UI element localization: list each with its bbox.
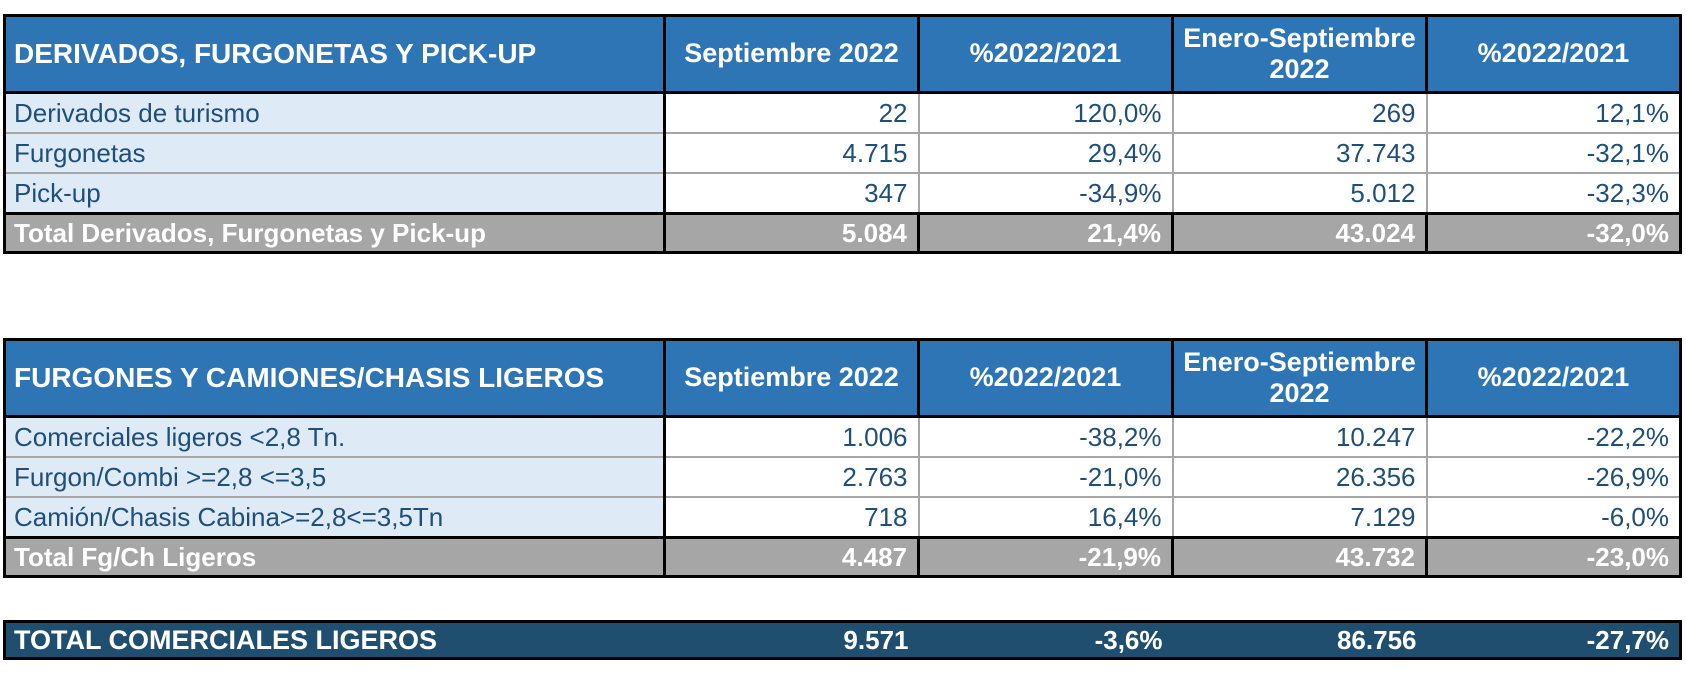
column-header-enero-septiembre: Enero-Septiembre 2022 (1171, 338, 1428, 418)
cell-value: -38,2% (917, 415, 1173, 458)
section-gap (0, 578, 1686, 620)
cell-value: 347 (663, 172, 919, 215)
table-total-row: Total Fg/Ch Ligeros 4.487 -21,9% 43.732 … (3, 536, 1682, 578)
grand-total-value: 9.571 (664, 621, 919, 659)
total-value: -23,0% (1425, 536, 1682, 578)
table-row: Pick-up 347 -34,9% 5.012 -32,3% (4, 172, 1681, 215)
grand-total-value: -3,6% (918, 621, 1173, 659)
cell-value: 22 (663, 91, 919, 134)
cell-value: 269 (1171, 91, 1427, 134)
table-header-row: FURGONES Y CAMIONES/CHASIS LIGEROS Septi… (3, 338, 1682, 418)
cell-value: -6,0% (1425, 496, 1681, 539)
row-label: Furgonetas (4, 132, 666, 174)
grand-total-row: TOTAL COMERCIALES LIGEROS 9.571 -3,6% 86… (4, 621, 1681, 659)
total-value: 5.084 (663, 212, 920, 254)
column-header-septiembre: Septiembre 2022 (663, 338, 920, 418)
table-row: Furgon/Combi >=2,8 <=3,5 2.763 -21,0% 26… (4, 456, 1681, 498)
table-title: DERIVADOS, FURGONETAS Y PICK-UP (3, 14, 666, 94)
cell-value: 12,1% (1425, 91, 1681, 134)
cell-value: 37.743 (1171, 132, 1427, 174)
total-value: -21,9% (917, 536, 1174, 578)
cell-value: -22,2% (1425, 415, 1681, 458)
table-total-row: Total Derivados, Furgonetas y Pick-up 5.… (3, 212, 1682, 254)
cell-value: -32,1% (1425, 132, 1681, 174)
furgones-table: FURGONES Y CAMIONES/CHASIS LIGEROS Septi… (3, 338, 1682, 578)
column-header-pct-month: %2022/2021 (917, 14, 1174, 94)
row-label: Derivados de turismo (4, 91, 666, 134)
cell-value: 26.356 (1171, 456, 1427, 498)
cell-value: 4.715 (663, 132, 919, 174)
grand-total-label: TOTAL COMERCIALES LIGEROS (4, 621, 665, 659)
cell-value: -32,3% (1425, 172, 1681, 215)
row-label: Pick-up (4, 172, 666, 215)
row-label: Comerciales ligeros <2,8 Tn. (4, 415, 666, 458)
grand-total-value: -27,7% (1426, 621, 1681, 659)
total-value: 43.024 (1171, 212, 1428, 254)
cell-value: -34,9% (917, 172, 1173, 215)
column-header-pct-month: %2022/2021 (917, 338, 1174, 418)
table-row: Comerciales ligeros <2,8 Tn. 1.006 -38,2… (4, 415, 1681, 458)
column-header-enero-septiembre: Enero-Septiembre 2022 (1171, 14, 1428, 94)
total-label: Total Fg/Ch Ligeros (3, 536, 666, 578)
table-row: Derivados de turismo 22 120,0% 269 12,1% (4, 91, 1681, 134)
total-value: 43.732 (1171, 536, 1428, 578)
cell-value: 1.006 (663, 415, 919, 458)
table-row: Furgonetas 4.715 29,4% 37.743 -32,1% (4, 132, 1681, 174)
cell-value: 16,4% (917, 496, 1173, 539)
total-value: 21,4% (917, 212, 1174, 254)
grand-total-bar: TOTAL COMERCIALES LIGEROS 9.571 -3,6% 86… (3, 620, 1682, 660)
cell-value: 5.012 (1171, 172, 1427, 215)
cell-value: 120,0% (917, 91, 1173, 134)
top-margin (0, 0, 1686, 14)
cell-value: 10.247 (1171, 415, 1427, 458)
total-value: -32,0% (1425, 212, 1682, 254)
table-header-row: DERIVADOS, FURGONETAS Y PICK-UP Septiemb… (3, 14, 1682, 94)
cell-value: 29,4% (917, 132, 1173, 174)
row-label: Camión/Chasis Cabina>=2,8<=3,5Tn (4, 496, 666, 539)
cell-value: 718 (663, 496, 919, 539)
cell-value: 2.763 (663, 456, 919, 498)
column-header-pct-ytd: %2022/2021 (1425, 338, 1682, 418)
section-gap (0, 254, 1686, 338)
cell-value: -21,0% (917, 456, 1173, 498)
table-row: Camión/Chasis Cabina>=2,8<=3,5Tn 718 16,… (4, 496, 1681, 539)
cell-value: -26,9% (1425, 456, 1681, 498)
derivados-table: DERIVADOS, FURGONETAS Y PICK-UP Septiemb… (3, 14, 1682, 254)
column-header-septiembre: Septiembre 2022 (663, 14, 920, 94)
cell-value: 7.129 (1171, 496, 1427, 539)
total-value: 4.487 (663, 536, 920, 578)
column-header-pct-ytd: %2022/2021 (1425, 14, 1682, 94)
row-label: Furgon/Combi >=2,8 <=3,5 (4, 456, 666, 498)
total-label: Total Derivados, Furgonetas y Pick-up (3, 212, 666, 254)
table-title: FURGONES Y CAMIONES/CHASIS LIGEROS (3, 338, 666, 418)
grand-total-value: 86.756 (1172, 621, 1427, 659)
